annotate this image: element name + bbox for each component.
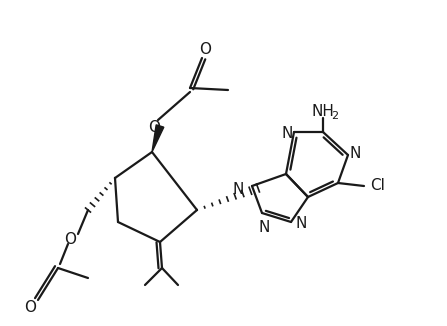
Text: N: N [232,182,244,197]
Text: O: O [199,42,211,57]
Text: NH: NH [312,103,334,118]
Text: N: N [281,126,293,141]
Text: N: N [349,146,361,161]
Text: N: N [258,219,270,234]
Text: O: O [148,120,160,135]
Polygon shape [152,125,164,152]
Text: Cl: Cl [370,179,385,194]
Text: N: N [295,216,307,231]
Text: 2: 2 [331,111,338,121]
Text: O: O [24,301,36,316]
Text: O: O [64,232,76,247]
